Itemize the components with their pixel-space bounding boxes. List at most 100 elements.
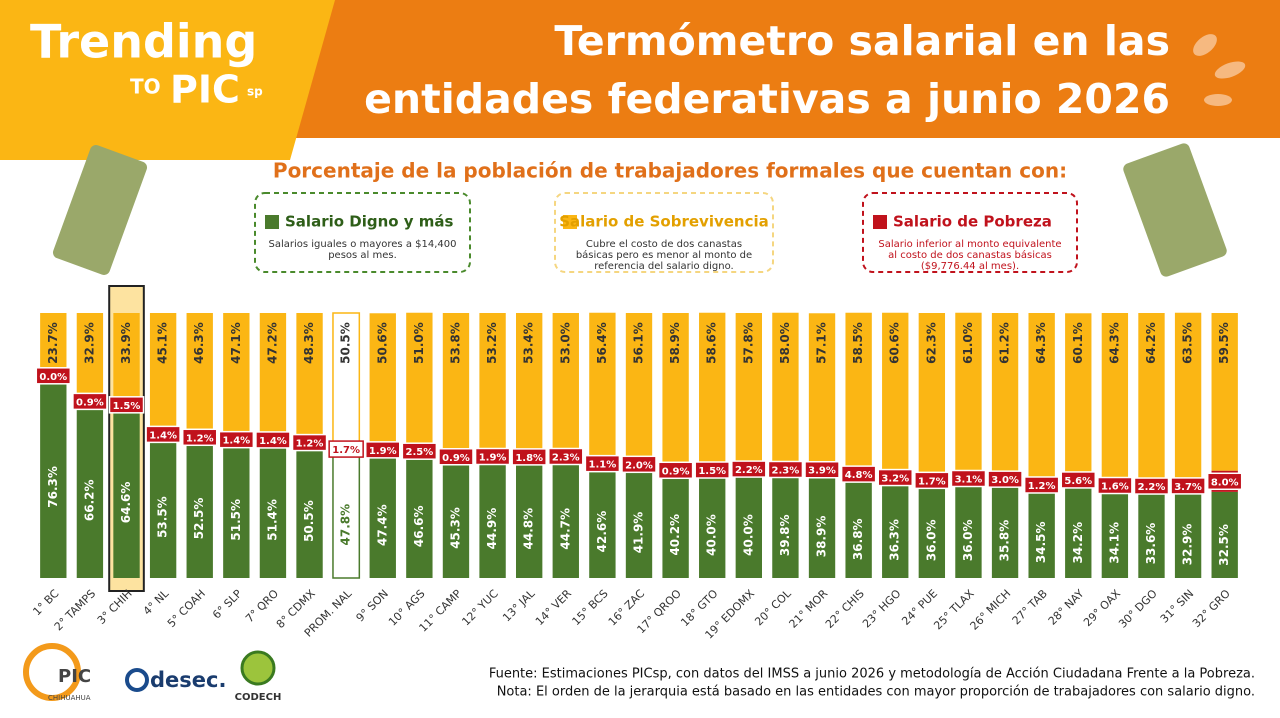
x-tick-label: 22° CHIS (823, 587, 867, 631)
value-label: 1.9% (369, 446, 397, 457)
value-label: 32.9% (1181, 524, 1195, 566)
legend-label: Salario Digno y más (285, 213, 454, 231)
bar-segment (662, 471, 689, 578)
bar-segment (223, 441, 250, 578)
value-label: 50.5% (339, 322, 353, 364)
legend-description: básicas pero es menor al monto de (576, 249, 752, 261)
bar-segment (625, 466, 653, 578)
bar-segment (149, 313, 177, 433)
value-label: 1.7% (918, 476, 946, 487)
value-label: 47.8% (339, 504, 353, 546)
value-label: 32.5% (1217, 524, 1231, 566)
bar-segment (882, 481, 909, 578)
bar-segment (772, 472, 799, 578)
bar-segment (76, 402, 104, 578)
value-label: 1.5% (698, 466, 726, 477)
value-label-box (584, 454, 621, 473)
value-label: 61.0% (961, 322, 975, 364)
legend-label: Salario de Pobreza (893, 213, 1052, 231)
legend-description: Salarios iguales o mayores a $14,400 (269, 239, 457, 250)
source-note: Nota: El orden de la jerarquia está basa… (497, 685, 1255, 700)
bar-segment (1065, 487, 1092, 578)
x-tick-label: 5° COAH (165, 587, 208, 630)
bar-segment (186, 438, 213, 578)
x-tick-label: 32° GRO (1190, 587, 1233, 630)
legend: Salario Digno y más Salarios iguales o ma… (254, 192, 1078, 273)
bar-segment (735, 313, 762, 467)
value-label-box (328, 440, 364, 458)
value-label: 61.2% (998, 322, 1012, 364)
value-label: 4.8% (845, 470, 873, 481)
bar-segment (479, 313, 506, 454)
value-label-box (914, 471, 950, 490)
value-label: 56.4% (595, 322, 609, 364)
bar-segment (1028, 486, 1055, 578)
value-label: 38.9% (815, 516, 829, 558)
money-left (52, 145, 148, 275)
value-label: 58.6% (705, 322, 719, 364)
bar-segment (369, 452, 396, 578)
value-label: 62.3% (924, 322, 938, 364)
value-label: 64.2% (1144, 322, 1158, 364)
value-label: 60.1% (1071, 322, 1085, 364)
money-right (1123, 143, 1227, 277)
value-label: 53.5% (156, 496, 170, 538)
bar-segment (845, 480, 872, 578)
value-label: 58.5% (851, 322, 865, 364)
value-label: 46.3% (192, 322, 206, 364)
x-tick-label: 26° MICH (968, 587, 1014, 633)
x-tick-label: 4° NL (141, 586, 172, 617)
title-line: entidades federativas a junio 2026 (364, 75, 1170, 123)
value-label: 44.8% (522, 508, 536, 550)
logo-text: PIC (58, 666, 91, 687)
title-line: Termómetro salarial en las (554, 17, 1170, 65)
bar-segment (259, 441, 287, 578)
brand-name: Trending (30, 15, 257, 69)
value-label-box (548, 447, 584, 466)
bar-segment (186, 313, 213, 436)
legend-description: Salario inferior al monto equivalente (878, 239, 1061, 250)
bar-segment (406, 312, 433, 448)
logo-text: CODECH (235, 692, 282, 703)
bar-segment (845, 312, 872, 468)
value-label: 45.1% (156, 322, 170, 364)
x-tick-label: 27° TAB (1010, 587, 1050, 627)
bar-segment (332, 312, 361, 448)
value-label-box (401, 442, 438, 460)
legend-description: ($9,776.44 al mes). (921, 261, 1019, 272)
value-label: 58.9% (668, 322, 682, 364)
value-label-box (145, 425, 181, 444)
bar-segment (589, 465, 616, 578)
bar-segment (406, 454, 433, 578)
bar-segment (589, 312, 616, 463)
value-label: 64.3% (1107, 322, 1121, 364)
value-label: 36.3% (888, 519, 902, 561)
bar-segment (918, 313, 946, 479)
bar-segment (1211, 313, 1238, 471)
bar-segment (808, 474, 836, 578)
value-label: 36.8% (851, 518, 865, 560)
value-label: 76.3% (46, 466, 60, 508)
legend-box (862, 192, 1078, 273)
value-label-box (365, 441, 401, 459)
bar-segment (955, 482, 982, 578)
bar-segment (40, 375, 67, 578)
value-label: 64.3% (1034, 322, 1048, 364)
x-tick-label: 15° BCS (570, 587, 611, 628)
x-tick-label: 14° VER (533, 587, 574, 628)
bar-segment (76, 313, 104, 401)
value-label: 44.9% (485, 508, 499, 550)
bar-segment (882, 312, 909, 474)
bar-segment (1211, 491, 1238, 578)
value-label: 40.2% (668, 514, 682, 556)
value-label: 46.6% (412, 505, 426, 547)
x-tick-label: 3° CHIH (95, 587, 135, 627)
value-label: 33.6% (1144, 523, 1158, 565)
value-label-box (72, 392, 108, 411)
legend-description: pesos al mes. (328, 250, 397, 261)
value-label: 59.5% (1217, 322, 1231, 364)
value-label: 1.2% (1028, 481, 1056, 492)
legend-description: al costo de dos canastas básicas (888, 249, 1052, 261)
